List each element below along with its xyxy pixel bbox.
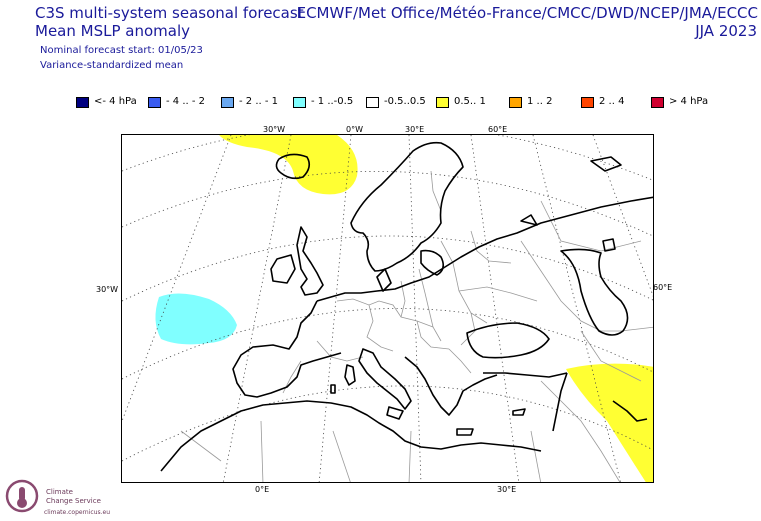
coastlines xyxy=(160,141,653,472)
title-line-2: Mean MSLP anomaly xyxy=(35,22,190,40)
map-canvas xyxy=(122,135,653,482)
logo-line-1: Climate xyxy=(46,488,73,496)
legend-label: -0.5..0.5 xyxy=(384,96,426,107)
copernicus-logo: Climate Change Service climate.copernicu… xyxy=(4,476,124,520)
legend-swatch xyxy=(436,97,449,108)
legend-label: 2 .. 4 xyxy=(599,96,625,107)
positive-anomaly-middle-east xyxy=(566,363,653,482)
graticule xyxy=(122,135,653,482)
legend-label: - 2 .. - 1 xyxy=(239,96,279,107)
legend-label: - 1 ..-0.5 xyxy=(311,96,354,107)
legend-swatch xyxy=(366,97,379,108)
lon-label-30e-top: 30°E xyxy=(405,125,425,134)
forecast-start: Nominal forecast start: 01/05/23 xyxy=(40,45,203,56)
legend-swatch xyxy=(509,97,522,108)
lon-label-60e-top: 60°E xyxy=(488,125,508,134)
legend-label: <- 4 hPa xyxy=(94,96,137,107)
legend-swatch xyxy=(221,97,234,108)
legend-swatch xyxy=(293,97,306,108)
forecast-period: JJA 2023 xyxy=(695,22,757,40)
method-note: Variance-standardized mean xyxy=(40,60,184,71)
anomaly-map xyxy=(121,134,654,483)
legend-swatch xyxy=(651,97,664,108)
lon-label-0-bottom: 0°E xyxy=(255,485,270,494)
negative-anomaly-atlantic xyxy=(155,293,237,345)
copernicus-emblem-icon xyxy=(5,479,39,513)
legend-swatch xyxy=(148,97,161,108)
logo-url[interactable]: climate.copernicus.eu xyxy=(44,509,111,516)
legend-label: > 4 hPa xyxy=(669,96,709,107)
legend-swatch xyxy=(76,97,89,108)
lon-label-30w-left: 30°W xyxy=(96,285,119,294)
legend-swatch xyxy=(581,97,594,108)
legend-label: - 4 .. - 2 xyxy=(166,96,206,107)
systems-list: ECMWF/Met Office/Météo-France/CMCC/DWD/N… xyxy=(296,4,758,22)
legend-label: 1 .. 2 xyxy=(527,96,553,107)
logo-line-2: Change Service xyxy=(46,497,101,505)
positive-anomaly-north-atlantic xyxy=(219,135,358,195)
title-line-1: C3S multi-system seasonal forecast xyxy=(35,4,304,22)
lon-label-30e-bottom: 30°E xyxy=(497,485,517,494)
country-borders xyxy=(180,170,653,482)
lon-label-30w-top: 30°W xyxy=(263,125,286,134)
lon-label-60e-right: 60°E xyxy=(653,283,673,292)
legend-label: 0.5.. 1 xyxy=(454,96,486,107)
lon-label-0-top: 0°W xyxy=(346,125,363,134)
